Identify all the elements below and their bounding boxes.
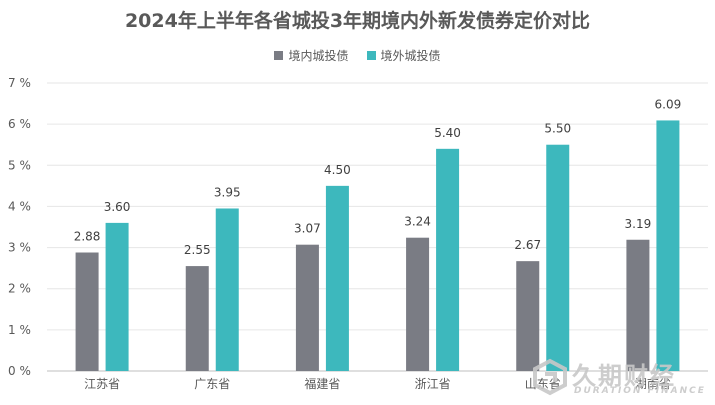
legend-label-offshore: 境外城投债 (380, 49, 441, 63)
chart-title: 2024年上半年各省城投3年期境内外新发债券定价对比 (124, 10, 591, 32)
x-tick-label: 江苏省 (84, 377, 120, 391)
legend-item-offshore[interactable]: 境外城投债 (366, 47, 441, 64)
y-tick-label: 7 % (8, 76, 31, 90)
watermark-text-cn: 久期财经 (572, 362, 676, 390)
bar-offshore (215, 208, 239, 371)
legend-swatch-offshore (366, 51, 376, 60)
y-tick-label: 2 % (8, 282, 31, 296)
legend: 境内城投债 境外城投债 (0, 47, 715, 64)
y-tick-label: 0 % (8, 364, 31, 378)
x-tick-label: 浙江省 (415, 377, 451, 391)
watermark-logo-icon (533, 358, 567, 396)
data-label: 5.40 (434, 126, 461, 140)
y-tick-label: 4 % (8, 199, 31, 213)
legend-label-domestic: 境内城投债 (288, 49, 349, 63)
data-label: 6.09 (655, 97, 682, 111)
bar-offshore (656, 120, 680, 371)
bar-domestic (406, 237, 430, 371)
data-label: 5.50 (544, 122, 571, 136)
bar-domestic (626, 239, 650, 371)
bar-domestic (295, 244, 319, 371)
y-tick-label: 1 % (8, 323, 31, 337)
data-label: 2.67 (514, 238, 541, 252)
bar-offshore (546, 144, 570, 371)
legend-item-domestic[interactable]: 境内城投债 (274, 47, 349, 64)
data-label: 3.19 (625, 217, 652, 231)
bar-offshore (105, 222, 129, 371)
bar-domestic (185, 266, 209, 371)
x-tick-label: 广东省 (194, 377, 230, 391)
data-label: 3.24 (404, 215, 431, 229)
bar-offshore (325, 185, 349, 371)
watermark-text-en: DURATION FINANCE (574, 386, 706, 396)
data-label: 2.88 (74, 230, 101, 244)
data-label: 3.95 (214, 185, 241, 199)
data-label: 2.55 (184, 243, 211, 257)
watermark: 久期财经 DURATION FINANCE (528, 356, 712, 402)
y-tick-label: 6 % (8, 117, 31, 131)
legend-swatch-domestic (274, 51, 284, 60)
data-label: 4.50 (324, 163, 351, 177)
y-tick-label: 5 % (8, 158, 31, 172)
data-label: 3.60 (104, 200, 131, 214)
x-tick-label: 福建省 (304, 376, 340, 391)
y-tick-label: 3 % (8, 241, 31, 255)
data-label: 3.07 (294, 222, 321, 236)
x-tick-label: 湖南省 (635, 376, 671, 391)
bar-domestic (75, 252, 99, 371)
bar-domestic (516, 261, 540, 371)
bar-offshore (436, 148, 460, 371)
